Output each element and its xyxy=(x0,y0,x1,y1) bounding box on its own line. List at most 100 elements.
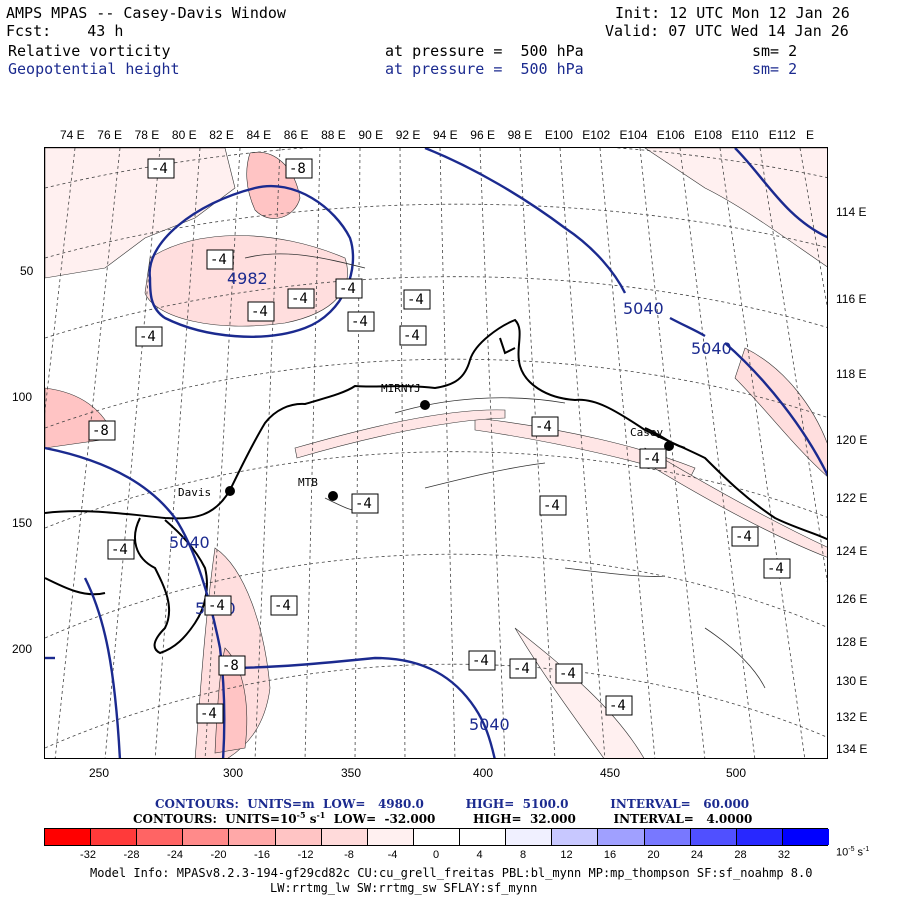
bottom-tick-label: 450 xyxy=(600,766,621,780)
top-tick-label: 82 E xyxy=(209,128,234,142)
vorticity-contours xyxy=(244,253,766,689)
colorbar xyxy=(44,828,829,846)
vorticity-label: -4 xyxy=(270,595,298,616)
colorbar-tick-label: -20 xyxy=(210,849,227,861)
svg-text:-8: -8 xyxy=(289,161,306,177)
vorticity-label: -4 xyxy=(196,703,224,724)
bottom-tick-label: 400 xyxy=(473,766,494,780)
colorbar-tick-label: 8 xyxy=(519,849,527,861)
left-tick-label: 50 xyxy=(20,264,34,278)
colorbar-swatch xyxy=(552,829,599,845)
svg-text:-4: -4 xyxy=(339,281,356,297)
svg-text:-4: -4 xyxy=(355,496,372,512)
vorticity-label: -4 xyxy=(147,158,175,179)
colorbar-swatch xyxy=(91,829,138,845)
bottom-tick-label: 500 xyxy=(726,766,747,780)
top-tick-label: 76 E xyxy=(97,128,122,142)
vorticity-label: -4 xyxy=(763,558,791,579)
top-tick-label: 80 E xyxy=(171,128,197,142)
colorbar-tick-label: -12 xyxy=(297,849,314,861)
station-davis-dot xyxy=(225,486,235,496)
svg-text:-4: -4 xyxy=(535,419,552,435)
top-tick-label: 92 E xyxy=(395,128,421,142)
top-tick-label: 78 E xyxy=(134,128,160,142)
init-time: Init: 12 UTC Mon 12 Jan 26 xyxy=(615,4,850,22)
map-title: AMPS MPAS -- Casey-Davis Window xyxy=(6,4,286,22)
colorbar-swatch xyxy=(275,829,322,845)
top-tick-label: 74 E xyxy=(60,128,85,142)
vorticity-contour-info: CONTOURS: UNITS=10-5 s-1 LOW= -32.000 HI… xyxy=(133,810,753,826)
model-info-line2: LW:rrtmg_lw SW:rrtmg_sw SFLAY:sf_mynn xyxy=(270,881,538,895)
vorticity-label: -8 xyxy=(285,158,313,179)
svg-text:-4: -4 xyxy=(543,498,560,514)
vorticity-label: -8 xyxy=(88,420,116,441)
colorbar-tick-label: 20 xyxy=(647,849,660,861)
svg-text:-4: -4 xyxy=(251,304,268,320)
left-tick-label: 150 xyxy=(12,516,33,530)
colorbar-tick-label: 4 xyxy=(476,849,483,861)
height-label: 5040 xyxy=(169,533,210,552)
colorbar-tick-label: -4 xyxy=(387,849,398,861)
station-mtb-label: MTB xyxy=(298,476,318,489)
top-tick-label: 88 E xyxy=(321,128,346,142)
colorbar-swatch xyxy=(137,829,184,845)
vorticity-label: -4 xyxy=(403,289,431,310)
colorbar-tick-label: 16 xyxy=(603,849,617,861)
field2-smoothing: sm= 2 xyxy=(752,60,798,78)
right-tick-label: 128 E xyxy=(836,635,868,649)
top-tick-label: E108 xyxy=(694,128,723,142)
svg-text:-4: -4 xyxy=(151,161,168,177)
field1-name: Relative vorticity xyxy=(8,42,171,60)
colorbar-swatch xyxy=(321,829,368,845)
field2-name: Geopotential height xyxy=(8,60,180,78)
svg-text:-4: -4 xyxy=(403,328,420,344)
colorbar-swatch xyxy=(45,829,92,845)
colorbar-units: 10-5 s-1 xyxy=(836,846,870,859)
map-svg: MIRNYJ Davis MTB Casey 4982 5040 5040 50… xyxy=(45,148,827,758)
svg-text:-4: -4 xyxy=(274,598,291,614)
left-tick-label: 100 xyxy=(12,390,33,404)
height-contours xyxy=(45,148,827,758)
svg-text:-4: -4 xyxy=(767,561,784,577)
vorticity-label: -4 xyxy=(605,695,633,716)
forecast-hour: Fcst: 43 h xyxy=(6,22,124,40)
colorbar-tick-label: 28 xyxy=(734,849,747,861)
height-contour-info: CONTOURS: UNITS=m LOW= 4980.0 HIGH= 5100… xyxy=(155,797,750,811)
model-info-line1: Model Info: MPASv8.2.3-194-gf29cd82c CU:… xyxy=(90,866,813,880)
top-tick-label: 98 E xyxy=(507,128,533,142)
bottom-tick-label: 350 xyxy=(341,766,362,780)
vorticity-label: -4 xyxy=(206,249,234,270)
svg-text:-4: -4 xyxy=(208,598,225,614)
right-tick-label: 118 E xyxy=(836,367,867,381)
colorbar-swatch xyxy=(413,829,461,845)
left-tick-label: 200 xyxy=(12,642,33,656)
svg-text:-4: -4 xyxy=(513,661,530,677)
top-tick-label: 86 E xyxy=(283,128,309,142)
colorbar-swatch xyxy=(506,829,553,845)
svg-text:-4: -4 xyxy=(735,529,752,545)
vorticity-label: -4 xyxy=(135,326,163,347)
station-mtb-dot xyxy=(328,491,338,501)
vorticity-label: -4 xyxy=(204,595,232,616)
colorbar-tick-label: 24 xyxy=(690,849,704,861)
vorticity-labels: -4 -8 -4 -4 -4 -4 -4 -4 -4 -4 -8 -4 -4 -4 -4 -4 -4 -4 -4 -4… xyxy=(88,158,791,724)
svg-text:-4: -4 xyxy=(111,542,128,558)
field1-smoothing: sm= 2 xyxy=(752,42,798,60)
top-tick-label: E112 xyxy=(768,128,796,142)
right-tick-label: 130 E xyxy=(836,674,868,688)
colorbar-tick-label: -32 xyxy=(80,849,96,861)
colorbar-swatch xyxy=(736,829,783,845)
vorticity-label: -4 xyxy=(468,650,496,671)
colorbar-tick-label: -8 xyxy=(344,849,354,861)
colorbar-swatch xyxy=(690,829,737,845)
colorbar-swatch xyxy=(782,829,829,845)
top-tick-label: 94 E xyxy=(433,128,458,142)
right-tick-label: 120 E xyxy=(836,433,868,447)
svg-text:-4: -4 xyxy=(139,329,156,345)
vorticity-label: -8 xyxy=(218,655,246,676)
station-davis-label: Davis xyxy=(178,486,211,499)
vorticity-label: -4 xyxy=(107,539,135,560)
vorticity-label: -4 xyxy=(247,301,275,322)
svg-text:-4: -4 xyxy=(351,314,368,330)
height-label: 4982 xyxy=(227,269,268,288)
